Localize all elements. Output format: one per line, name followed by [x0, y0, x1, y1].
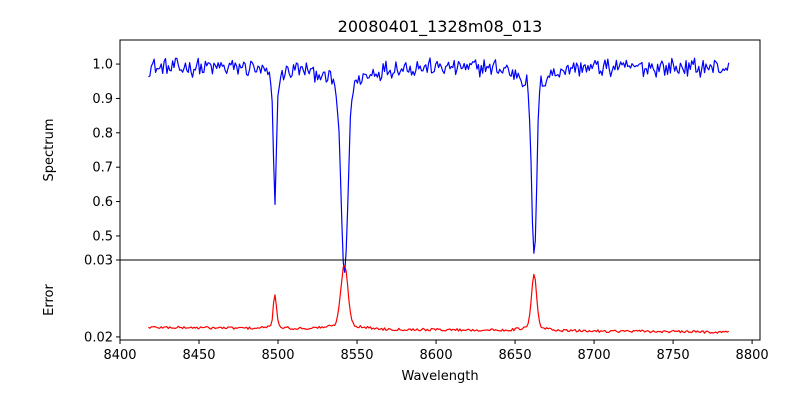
error-series — [148, 265, 729, 334]
x-tick-label: 8650 — [499, 348, 532, 363]
error-axes-frame — [119, 259, 761, 341]
x-tick-label: 8800 — [736, 348, 769, 363]
error-y-axis-label: Error — [42, 284, 57, 316]
x-tick-label: 8700 — [578, 348, 611, 363]
spectrum-series — [148, 57, 730, 273]
y-tick-label: 0.7 — [92, 161, 113, 176]
y-tick-label: 0.6 — [92, 195, 113, 210]
y-tick-label: 0.8 — [92, 126, 113, 141]
x-axis-label: Wavelength — [401, 369, 478, 384]
chart-title: 20080401_1328m08_013 — [338, 17, 543, 37]
x-tick-label: 8400 — [103, 348, 136, 363]
x-tick-label: 8600 — [420, 348, 453, 363]
error-line — [148, 265, 729, 334]
spectrum-y-ticks: 0.5 0.6 0.7 0.8 0.9 1.0 — [92, 58, 120, 244]
x-tick-label: 8500 — [261, 348, 294, 363]
x-tick-label: 8450 — [182, 348, 215, 363]
y-tick-label: 0.9 — [92, 92, 113, 107]
error-y-ticks: 0.02 0.03 — [84, 254, 120, 345]
spectrum-y-axis-label: Spectrum — [42, 119, 57, 182]
y-tick-label: 0.03 — [84, 254, 113, 269]
y-tick-label: 0.5 — [92, 229, 113, 244]
y-tick-label: 0.02 — [84, 330, 113, 345]
y-tick-label: 1.0 — [92, 58, 113, 73]
x-tick-label: 8550 — [340, 348, 373, 363]
x-axis-ticks: 8400 8450 8500 8550 8600 8650 8700 8750 8800 — [103, 340, 769, 363]
error-panel: 0.02 0.03 Error — [42, 254, 761, 345]
spectrum-line — [148, 57, 730, 273]
x-tick-label: 8750 — [657, 348, 690, 363]
